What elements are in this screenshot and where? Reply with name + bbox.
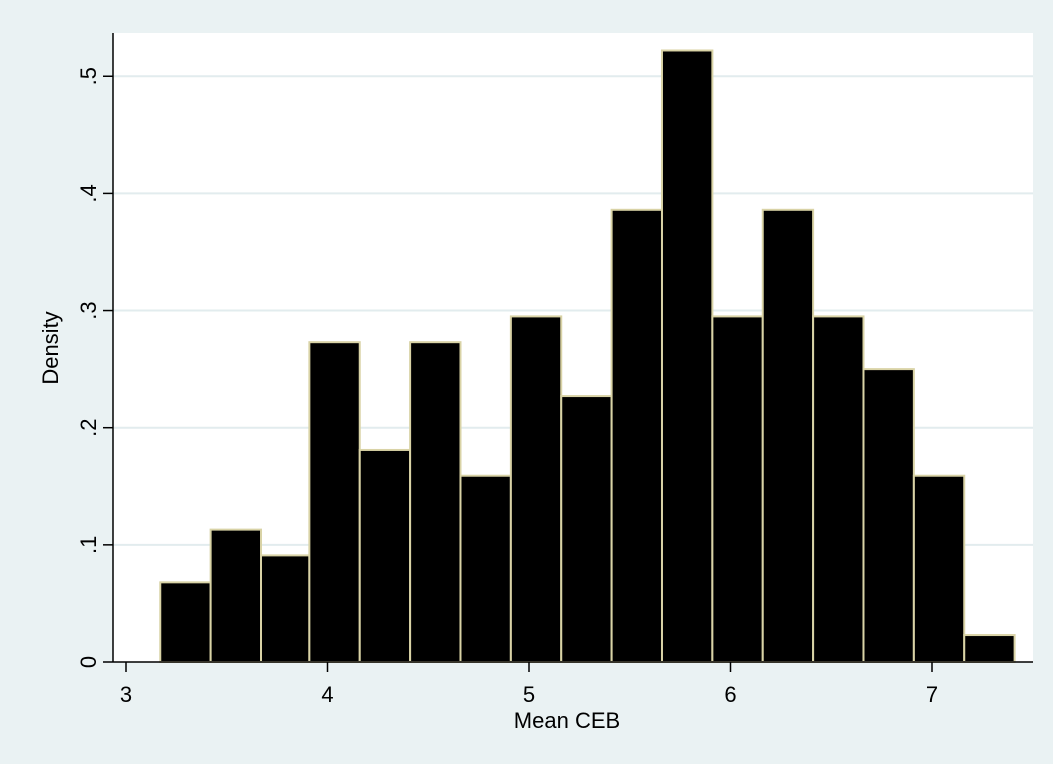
histogram-bar	[912, 474, 966, 663]
y-tick-label: .3	[76, 301, 101, 319]
histogram-bar	[560, 395, 613, 663]
y-tick-label: .1	[76, 536, 101, 554]
x-axis-ticks: 3 4 5 6 7	[120, 662, 938, 707]
x-tick-label: 7	[926, 682, 938, 707]
histogram-bar	[660, 49, 714, 664]
histogram-bar	[159, 581, 212, 664]
x-tick-label: 3	[120, 682, 132, 707]
histogram-bar	[459, 474, 512, 663]
histogram-bar	[963, 634, 1016, 663]
histogram-bar	[509, 315, 563, 663]
histogram-bar	[260, 554, 311, 663]
y-tick-label: 0	[76, 656, 101, 668]
histogram-bar	[409, 341, 462, 663]
histogram-bar	[761, 208, 815, 663]
histogram-bar	[209, 528, 263, 663]
histogram-bar	[812, 315, 865, 663]
y-tick-label: .5	[76, 67, 101, 85]
axes	[112, 33, 1033, 663]
y-axis-title: Density	[38, 311, 63, 384]
histogram-bars	[159, 49, 1016, 664]
x-axis-title: Mean CEB	[514, 708, 620, 733]
y-tick-label: .4	[76, 184, 101, 202]
x-tick-label: 4	[321, 682, 333, 707]
histogram-bar	[358, 448, 412, 663]
y-tick-label: .2	[76, 419, 101, 437]
histogram-bar	[610, 208, 663, 663]
y-axis-ticks: 0 .1 .2 .3 .4 .5	[76, 67, 113, 668]
histogram-bar	[711, 315, 764, 663]
x-tick-label: 6	[724, 682, 736, 707]
x-tick-label: 5	[523, 682, 535, 707]
histogram-bar	[308, 341, 361, 663]
histogram-bar	[862, 368, 915, 663]
